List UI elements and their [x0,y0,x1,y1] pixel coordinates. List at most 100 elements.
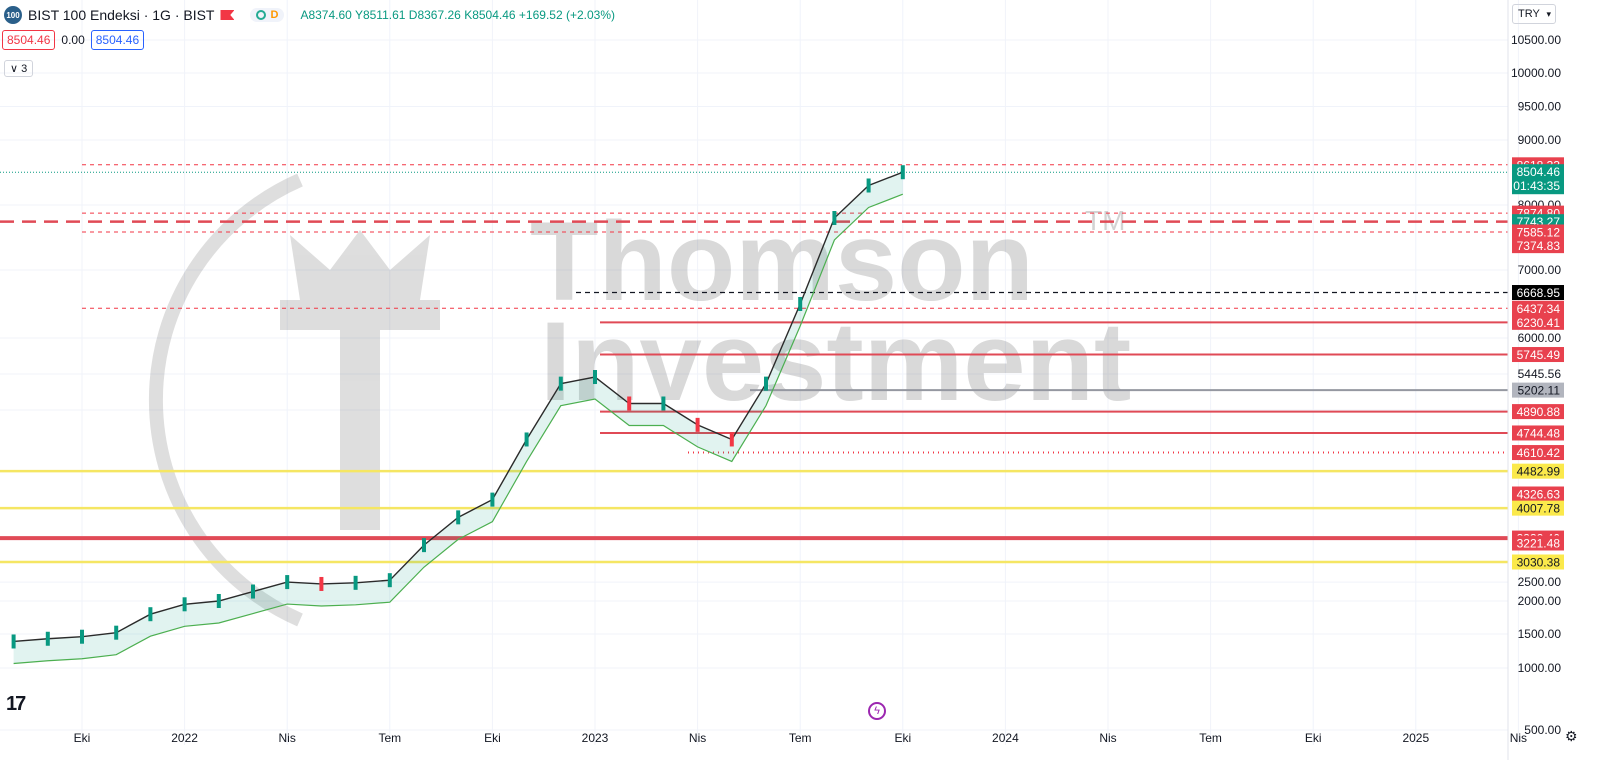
y-tick-label: 7000.00 [1518,263,1562,277]
y-tick-label: 2500.00 [1518,575,1562,589]
price-tag-bg [1512,285,1564,301]
price-tag-label: 4482.99 [1517,465,1561,479]
watermark: Thomson Investment TM [148,173,1131,627]
y-tick-label: 5445.56 [1518,367,1562,381]
price-tag-label: 3221.48 [1517,537,1561,551]
y-tick-label: 1500.00 [1518,627,1562,641]
candle [11,634,16,649]
indicators-toggle[interactable]: ∨ 3 [4,60,34,77]
y-tick-label: 2000.00 [1518,594,1562,608]
gear-icon[interactable]: ⚙ [1565,728,1578,744]
price-tag-label: 6437.34 [1517,302,1561,316]
candle [729,432,734,447]
candle [695,417,700,432]
trend-line [13,193,904,665]
price-tag-label: 7374.83 [1517,239,1561,253]
y-tick-label: 9500.00 [1518,100,1562,114]
y-tick-label: 10000.00 [1511,66,1561,80]
candle [114,625,119,640]
sell-button[interactable]: 8504.46 [2,30,56,50]
chevron-down-icon: ∨ [10,63,19,75]
flash-icon[interactable]: ϟ [868,702,886,720]
symbol-badge[interactable]: 100 [4,6,22,24]
price-tag-bg [1512,404,1564,420]
price-tag-label: 4890.88 [1517,405,1561,419]
spread-value: 0.00 [61,33,85,47]
y-tick-label: 10500.00 [1511,33,1561,47]
price-tag-label: 3030.38 [1517,556,1561,570]
x-tick-label: 2025 [1402,731,1429,745]
trend-cloud [13,172,904,665]
candle [45,631,50,646]
price-tag-label: 8504.46 [1517,165,1561,179]
candle [558,376,563,391]
price-tags: 8618.338504.4601:43:357874.807743.277585… [1512,157,1564,570]
x-tick-label: 2023 [582,731,609,745]
ohlc-high: Y8511.61 [354,8,406,22]
price-tag-label: 4007.78 [1517,502,1561,516]
ohlc-low: D8367.26 [408,8,461,22]
price-tag-bg [1512,314,1564,330]
market-open-icon [256,10,267,20]
x-tick-label: Tem [789,731,812,745]
candle [866,178,871,193]
price-tag-label: 6230.41 [1517,316,1561,330]
y-tick-label: 6000.00 [1518,331,1562,345]
price-tag-bg [1512,500,1564,516]
indicators-count: 3 [21,63,28,75]
candle [798,297,803,311]
candle [661,396,666,411]
price-tag-bg [1512,164,1564,195]
candle [764,376,768,391]
delayed-badge: D [270,9,279,21]
price-tag-bg [1512,224,1564,240]
y-axis: 10500.0010000.009500.009000.008000.00700… [1507,0,1562,760]
price-tag-bg [1512,425,1564,441]
candle [900,165,905,180]
flag-icon[interactable] [220,10,235,20]
candle [80,629,84,644]
price-tag-label: 5745.49 [1517,348,1561,362]
y-tick-label: 500.00 [1524,723,1561,737]
price-tag-bg [1512,535,1564,551]
candle [490,492,495,507]
x-tick-label: Eki [74,731,91,745]
price-tag-label: 5202.11 [1518,384,1561,398]
price-tag-bg [1512,463,1564,479]
price-tag-bg [1512,382,1564,398]
x-axis: Eki 2022 Nis Tem Eki 2023 Nis Tem Eki 2024 Nis Tem E… [74,731,1527,745]
price-tag-bg [1512,554,1564,570]
x-tick-label: Nis [1510,731,1527,745]
buy-button[interactable]: 8504.46 [90,30,145,50]
candle [456,510,461,525]
candle [319,576,324,591]
candle [593,370,597,385]
watermark-line-1: Thomson [530,199,1034,324]
candle [832,211,837,225]
x-tick-label: Eki [1305,731,1322,745]
price-tag-label: 7585.12 [1517,225,1561,239]
price-tag-label: 6668.95 [1517,286,1561,300]
countdown-label: 01:43:35 [1513,179,1560,193]
tradingview-logo[interactable]: 17 [6,693,26,715]
x-tick-label: Tem [1199,731,1222,745]
candle [524,432,529,447]
candle [182,597,187,612]
candle [148,607,153,622]
candle [285,575,290,590]
ohlc-close: K8504.46 [464,8,516,22]
price-tag-bg [1512,347,1564,363]
level-lines [0,164,1508,564]
x-tick-label: Nis [1099,731,1116,745]
status-pill[interactable]: D [250,8,285,22]
chart-title[interactable]: BIST 100 Endeksi · 1G · BIST [28,7,215,23]
x-tick-label: 2024 [992,731,1019,745]
x-tick-label: 2022 [171,731,198,745]
currency-label: TRY [1518,8,1540,20]
ohlc-values: A8374.60 Y8511.61 D8367.26 K8504.46 +169… [300,8,615,22]
currency-select[interactable]: TRY ▾ [1512,4,1556,24]
x-tick-label: Tem [378,731,401,745]
chevron-down-icon: ▾ [1546,8,1551,19]
price-tag-label: 4326.63 [1517,488,1561,502]
